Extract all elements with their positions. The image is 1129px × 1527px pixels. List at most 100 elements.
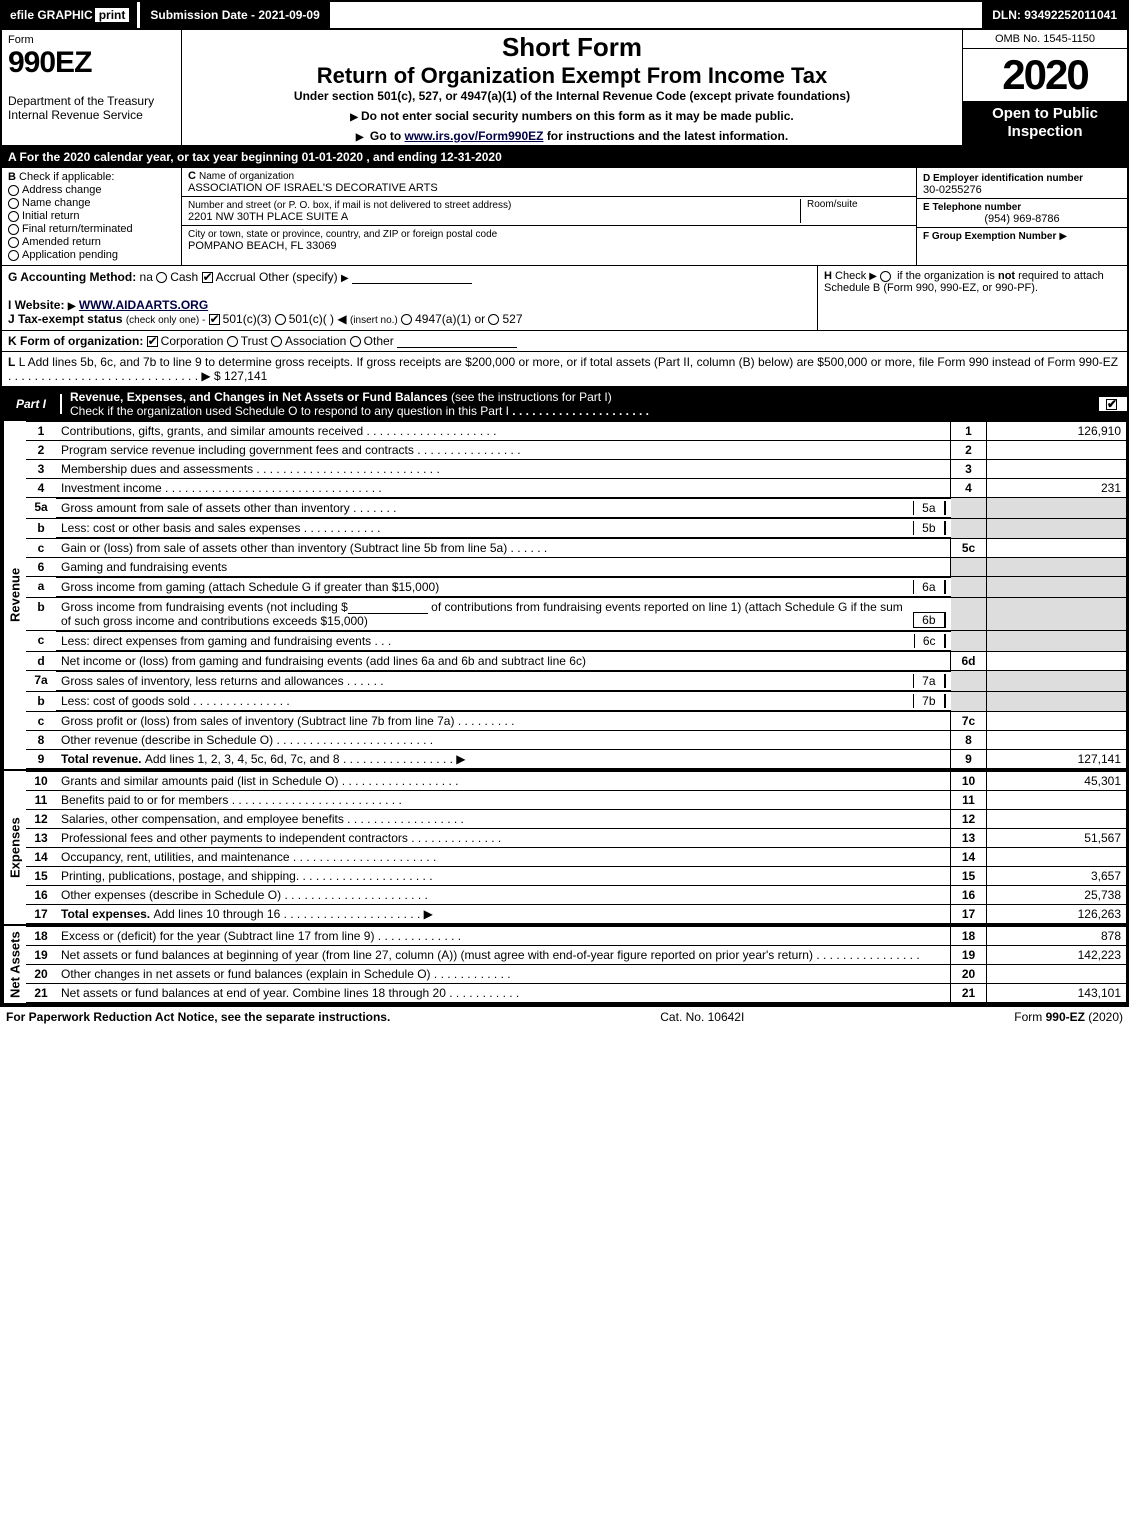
addr-label: Number and street (or P. O. box, if mail… (188, 200, 511, 211)
line-9: 9Total revenue. Add lines 1, 2, 3, 4, 5c… (26, 750, 1127, 769)
revenue-side-label: Revenue (2, 421, 26, 769)
section-def: D Employer identification number 30-0255… (917, 168, 1127, 265)
group-exemption-block: F Group Exemption Number (917, 228, 1127, 244)
line-17: 17Total expenses. Add lines 10 through 1… (26, 905, 1127, 924)
paperwork-notice: For Paperwork Reduction Act Notice, see … (6, 1010, 390, 1024)
j-label: J Tax-exempt status (8, 312, 123, 326)
chk-final-return[interactable]: Final return/terminated (8, 223, 175, 235)
ein-block: D Employer identification number 30-0255… (917, 170, 1127, 199)
expenses-side-label: Expenses (2, 771, 26, 924)
line-5b: bLess: cost or other basis and sales exp… (26, 518, 1127, 539)
netassets-table: 18Excess or (deficit) for the year (Subt… (26, 926, 1127, 1003)
radio-other-org[interactable] (350, 336, 361, 347)
i-label: I Website: (8, 298, 64, 312)
line-l: L L Add lines 5b, 6c, and 7b to line 9 t… (2, 352, 1127, 387)
efile-text: efile GRAPHIC (10, 8, 93, 22)
section-c: C Name of organization ASSOCIATION OF IS… (182, 168, 917, 265)
chk-initial-return[interactable]: Initial return (8, 210, 175, 222)
line-18: 18Excess or (deficit) for the year (Subt… (26, 927, 1127, 946)
expenses-table: 10Grants and similar amounts paid (list … (26, 771, 1127, 924)
l-amount: $ 127,141 (214, 369, 267, 383)
part1-schedule-o-checkbox[interactable] (1099, 397, 1127, 411)
topbar-spacer (333, 2, 982, 28)
line-10: 10Grants and similar amounts paid (list … (26, 772, 1127, 791)
print-button[interactable]: print (95, 8, 130, 22)
line-5c: cGain or (loss) from sale of assets othe… (26, 539, 1127, 558)
radio-trust[interactable] (227, 336, 238, 347)
goto-prefix: Go to (370, 129, 405, 143)
line-3: 3Membership dues and assessments . . . .… (26, 460, 1127, 479)
revenue-table: 1Contributions, gifts, grants, and simil… (26, 421, 1127, 769)
radio-4947[interactable] (401, 314, 412, 325)
room-suite-cell: Room/suite (800, 199, 910, 223)
line-8: 8Other revenue (describe in Schedule O) … (26, 731, 1127, 750)
c-letter: C (188, 170, 196, 182)
line-15: 15Printing, publications, postage, and s… (26, 867, 1127, 886)
open-public-inspection: Open to Public Inspection (963, 101, 1127, 145)
org-name-label: Name of organization (199, 171, 294, 182)
irs-link[interactable]: www.irs.gov/Form990EZ (405, 129, 544, 143)
line-a-calendar-year: A For the 2020 calendar year, or tax yea… (2, 147, 1127, 168)
form-ref: Form 990-EZ (2020) (1014, 1010, 1123, 1024)
radio-501c[interactable] (275, 314, 286, 325)
other-org-input[interactable] (397, 336, 517, 348)
goto-line: Go to www.irs.gov/Form990EZ for instruct… (188, 129, 956, 143)
line-6b: b Gross income from fundraising events (… (26, 598, 1127, 631)
net-assets-section: Net Assets 18Excess or (deficit) for the… (2, 926, 1127, 1005)
topbar: efile GRAPHIC print Submission Date - 20… (2, 2, 1127, 30)
ssn-warning: Do not enter social security numbers on … (188, 109, 956, 123)
d-label: D Employer identification number (923, 173, 1083, 184)
line-j: J Tax-exempt status (check only one) - 5… (8, 312, 523, 326)
g-label: G Accounting Method: (8, 270, 136, 284)
h-letter: H (824, 270, 832, 282)
tax-year: 2020 (963, 49, 1127, 101)
line-7a: 7aGross sales of inventory, less returns… (26, 671, 1127, 692)
chk-application-pending[interactable]: Application pending (8, 249, 175, 261)
dept-treasury: Department of the Treasury (8, 94, 175, 108)
accrual-label: Accrual (216, 270, 256, 284)
chk-amended-return[interactable]: Amended return (8, 236, 175, 248)
room-label: Room/suite (807, 199, 858, 210)
form-header: Form 990EZ Department of the Treasury In… (2, 30, 1127, 147)
radio-cash[interactable] (156, 272, 167, 283)
line-g: G Accounting Method: na Cash Accrual Oth… (2, 266, 817, 330)
f-arrow (1059, 230, 1067, 242)
line-11: 11Benefits paid to or for members . . . … (26, 791, 1127, 810)
main-title: Return of Organization Exempt From Incom… (188, 63, 956, 89)
chk-corporation[interactable] (147, 336, 158, 347)
chk-501c3[interactable] (209, 314, 220, 325)
cat-no: Cat. No. 10642I (660, 1010, 744, 1024)
line-k: K Form of organization: Corporation Trus… (2, 331, 1127, 352)
org-name-row: C Name of organization ASSOCIATION OF IS… (182, 168, 916, 197)
chk-address-change[interactable]: Address change (8, 184, 175, 196)
form-number: 990EZ (8, 46, 175, 80)
phone-value: (954) 969-8786 (923, 213, 1121, 225)
other-label: Other (specify) (259, 270, 338, 284)
line-16: 16Other expenses (describe in Schedule O… (26, 886, 1127, 905)
line-4: 4Investment income . . . . . . . . . . .… (26, 479, 1127, 498)
efile-graphic-label: efile GRAPHIC print (2, 2, 137, 28)
line-7b: bLess: cost of goods sold . . . . . . . … (26, 691, 1127, 712)
e-label: E Telephone number (923, 202, 1021, 213)
website-link[interactable]: WWW.AIDAARTS.ORG (79, 298, 208, 312)
line-h: H Check if the organization is not requi… (817, 266, 1127, 330)
part-1-header: Part I Revenue, Expenses, and Changes in… (2, 387, 1127, 421)
chk-name-change[interactable]: Name change (8, 197, 175, 209)
revenue-section: Revenue 1Contributions, gifts, grants, a… (2, 421, 1127, 771)
line-14: 14Occupancy, rent, utilities, and mainte… (26, 848, 1127, 867)
part-1-tab: Part I (2, 394, 62, 414)
other-specify-input[interactable] (352, 272, 472, 284)
phone-block: E Telephone number (954) 969-8786 (917, 199, 1127, 228)
line-2: 2Program service revenue including gover… (26, 441, 1127, 460)
chk-accrual[interactable] (202, 272, 213, 283)
irs-label: Internal Revenue Service (8, 108, 175, 122)
radio-h[interactable] (880, 271, 891, 282)
form-word: Form (8, 34, 175, 46)
ein-value: 30-0255276 (923, 184, 982, 196)
city-row: City or town, state or province, country… (182, 226, 916, 254)
lines-g-h: G Accounting Method: na Cash Accrual Oth… (2, 266, 1127, 331)
section-b: B Check if applicable: Address change Na… (2, 168, 182, 265)
radio-527[interactable] (488, 314, 499, 325)
radio-association[interactable] (271, 336, 282, 347)
cash-label: Cash (170, 270, 198, 284)
